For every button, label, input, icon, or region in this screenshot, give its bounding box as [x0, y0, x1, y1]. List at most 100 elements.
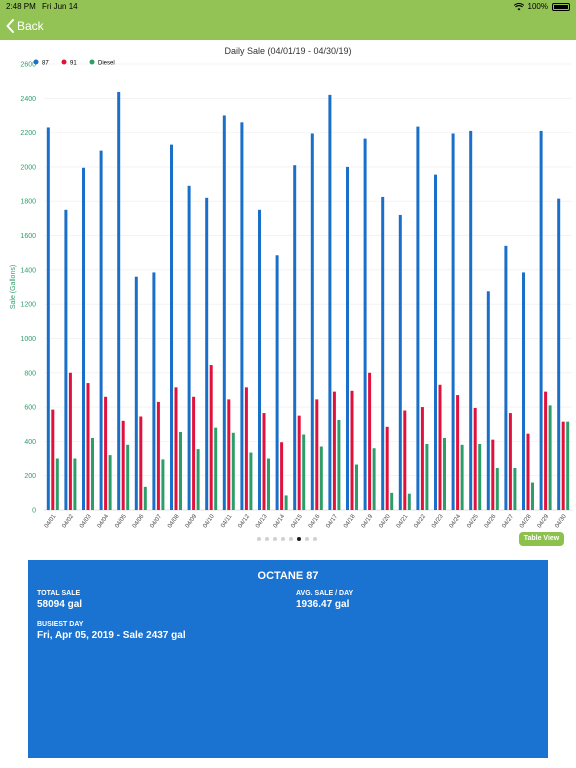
y-tick-label: 1000 [20, 336, 36, 343]
back-label: Back [17, 19, 44, 33]
page-indicator[interactable] [257, 537, 317, 541]
x-tick-label: 04/29 [537, 513, 551, 529]
summary-panel: OCTANE 87 TOTAL SALE 58094 gal AVG. SALE… [28, 560, 548, 758]
x-tick-label: 04/24 [449, 513, 463, 529]
x-tick-label: 04/26 [484, 513, 498, 529]
x-tick-label: 04/21 [396, 513, 410, 529]
bar-91-04-08 [174, 387, 178, 510]
y-tick-label: 400 [24, 439, 36, 446]
chart-title: Daily Sale (04/01/19 - 04/30/19) [224, 46, 352, 56]
bar-91-04-28 [526, 433, 530, 510]
bar-91-04-20 [385, 426, 389, 510]
status-bar: 2:48 PM Fri Jun 14 100% [0, 0, 576, 12]
bar-diesel-04-24 [460, 444, 464, 510]
bar-91-04-18 [350, 390, 354, 510]
x-tick-label: 04/17 [326, 513, 340, 529]
y-tick-label: 2400 [20, 96, 36, 103]
bar-91-04-21 [403, 410, 407, 510]
bar-diesel-04-05 [126, 444, 130, 510]
bar-diesel-04-15 [302, 434, 306, 510]
bar-87-04-20 [381, 196, 385, 510]
x-tick-label: 04/06 [132, 513, 146, 529]
battery-icon [552, 2, 570, 11]
y-tick-label: 2000 [20, 164, 36, 171]
bar-91-04-30 [561, 421, 565, 510]
back-button[interactable]: Back [6, 16, 44, 36]
bar-91-04-27 [508, 413, 512, 510]
bar-87-04-24 [451, 133, 455, 510]
x-tick-label: 04/18 [343, 513, 357, 529]
x-tick-label: 04/04 [97, 513, 111, 529]
page-dot[interactable] [305, 537, 309, 541]
bar-87-04-23 [434, 174, 437, 510]
bar-91-04-17 [332, 391, 336, 510]
table-view-button[interactable]: Table View [519, 532, 564, 546]
y-axis-label: Sale (Gallons) [10, 265, 17, 309]
summary-title: OCTANE 87 [257, 570, 319, 582]
wifi-icon [513, 2, 524, 10]
busiest-day-label: BUSIEST DAY [37, 621, 84, 628]
legend-entry: 91 [70, 61, 77, 67]
x-tick-label: 04/15 [290, 513, 304, 529]
bar-diesel-04-27 [513, 467, 517, 510]
page-dot[interactable] [289, 537, 293, 541]
bar-87-04-30 [557, 198, 561, 510]
bar-87-04-26 [486, 291, 490, 510]
x-tick-label: 04/07 [150, 513, 164, 529]
bar-87-04-28 [522, 272, 525, 510]
x-tick-label: 04/27 [502, 513, 516, 529]
x-tick-label: 04/28 [519, 513, 533, 529]
bar-diesel-04-26 [495, 467, 499, 510]
y-tick-label: 1200 [20, 302, 36, 309]
bar-diesel-04-16 [319, 446, 323, 510]
bar-91-04-13 [262, 413, 266, 510]
x-tick-label: 04/23 [431, 513, 445, 529]
bar-87-04-07 [152, 272, 156, 510]
bar-diesel-04-10 [214, 427, 218, 510]
page-dot[interactable] [281, 537, 285, 541]
page-dot[interactable] [257, 537, 261, 541]
x-tick-label: 04/10 [202, 513, 216, 529]
x-tick-label: 04/09 [185, 513, 199, 529]
x-tick-label: 04/19 [361, 513, 375, 529]
bar-diesel-04-23 [443, 437, 446, 510]
legend-marker [89, 59, 95, 65]
bar-91-04-25 [473, 407, 477, 510]
x-tick-label: 04/14 [273, 513, 287, 529]
bar-87-04-27 [504, 245, 508, 511]
page-dot[interactable] [297, 537, 301, 541]
bar-87-04-02 [64, 209, 68, 511]
bar-diesel-04-12 [249, 452, 253, 510]
bar-87-04-08 [170, 144, 173, 510]
bar-87-04-06 [134, 276, 138, 510]
total-sale-value: 58094 gal [37, 599, 83, 610]
bar-91-04-23 [438, 384, 442, 510]
x-tick-label: 04/25 [466, 513, 480, 529]
page-dot[interactable] [313, 537, 317, 541]
bar-diesel-04-13 [267, 458, 270, 510]
bar-87-04-14 [275, 255, 279, 510]
bar-91-04-24 [456, 395, 460, 510]
bar-87-04-15 [293, 165, 297, 510]
status-date: Fri Jun 14 [42, 2, 78, 11]
bar-91-04-29 [544, 391, 548, 510]
bar-87-04-01 [46, 127, 50, 510]
bar-91-04-22 [420, 407, 424, 510]
busiest-day-value: Fri, Apr 05, 2019 - Sale 2437 gal [37, 630, 186, 641]
y-tick-label: 1800 [20, 199, 36, 206]
bar-diesel-04-30 [566, 421, 570, 510]
page-dot[interactable] [265, 537, 269, 541]
bar-diesel-04-11 [231, 432, 235, 510]
page-dot[interactable] [273, 537, 277, 541]
bar-87-04-22 [416, 126, 420, 510]
bar-diesel-04-28 [531, 482, 534, 510]
bar-diesel-04-25 [478, 443, 482, 510]
bar-diesel-04-18 [355, 464, 358, 510]
navigation-bar: 2:48 PM Fri Jun 14 100% Back [0, 0, 576, 40]
bar-91-04-04 [104, 396, 108, 510]
bar-91-04-01 [51, 409, 55, 510]
chevron-left-icon [6, 19, 14, 33]
bar-87-04-11 [222, 115, 226, 510]
bar-87-04-25 [469, 130, 473, 510]
bar-91-04-10 [209, 365, 213, 510]
